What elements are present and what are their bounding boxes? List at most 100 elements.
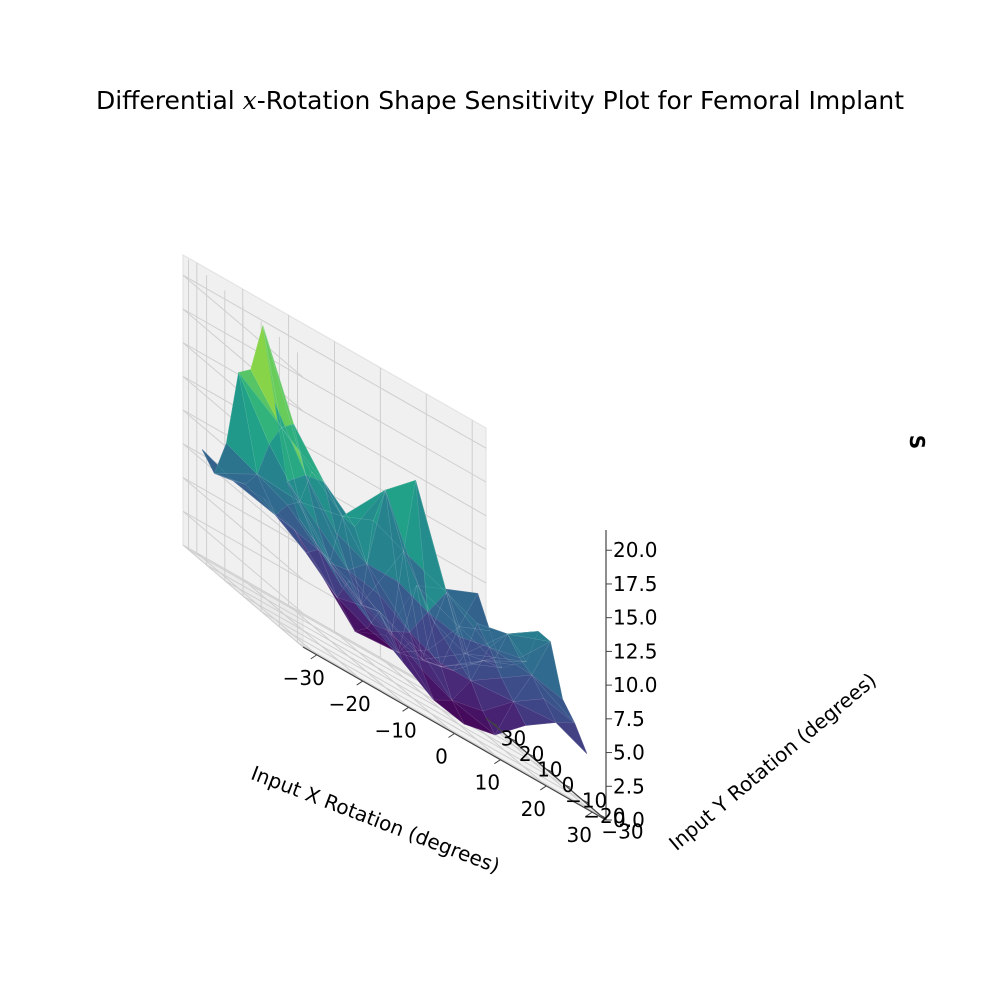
x-axis-label: Input X Rotation (degrees) [248, 761, 503, 878]
surface-edge [415, 480, 447, 613]
surface-edge [359, 600, 392, 632]
surface-edge [488, 633, 521, 659]
y-tick [563, 784, 571, 788]
z-tick-label: 7.5 [613, 707, 645, 731]
surface-edge [293, 528, 338, 598]
x-tick [540, 785, 547, 791]
y-tick [491, 722, 498, 727]
surface-edge [385, 480, 429, 613]
surface-edge [286, 474, 319, 526]
surface-edge [501, 674, 533, 703]
surface-edge [471, 660, 502, 669]
surface-edge [342, 516, 374, 605]
surface-edge [274, 403, 307, 482]
x-tick [494, 759, 501, 765]
x-tick-label: −30 [283, 666, 325, 690]
surface-edge [214, 442, 258, 475]
surface-edge [507, 631, 539, 663]
surface-edge [287, 501, 319, 550]
surface-edge [336, 597, 380, 629]
surface-edge [317, 549, 350, 598]
surface-edge [244, 473, 276, 516]
surface-edge [348, 580, 380, 612]
surface-edge [385, 490, 429, 613]
surface-edge [464, 623, 509, 655]
surface-edge [281, 427, 324, 483]
y-tick-label: 10 [537, 758, 562, 782]
surface-edge [262, 325, 294, 428]
x-tick [402, 706, 409, 712]
surface-edge [422, 659, 454, 671]
surface-edge [299, 501, 331, 561]
surface-edge [409, 632, 453, 701]
surface-edge [451, 699, 496, 735]
surface-edge [397, 580, 429, 633]
surface-edge [421, 622, 466, 660]
surface-edge [305, 474, 349, 571]
surface-edge [232, 480, 276, 516]
surface-edge [415, 585, 460, 627]
surface-edge [286, 481, 331, 564]
z-tick-label: 2.5 [613, 774, 645, 798]
surface-edge [439, 662, 472, 701]
surface-facet [329, 562, 373, 625]
surface-facet [390, 631, 435, 701]
title-math-x: x [242, 86, 257, 115]
y-tick-label: −20 [583, 804, 625, 828]
surface-edge [397, 649, 442, 668]
chart-title: Differential x-Rotation Shape Sensitivit… [0, 86, 1000, 115]
surface-edge [458, 592, 491, 632]
surface-edge [336, 597, 368, 632]
surface-edge [256, 443, 301, 503]
surface-edge [409, 611, 441, 664]
surface-edge [446, 592, 490, 648]
y-tick [509, 737, 516, 742]
surface-edge [214, 473, 258, 485]
surface-edge [464, 633, 509, 658]
x-tick [585, 811, 593, 817]
surface-edge [232, 480, 276, 516]
surface-edge [379, 611, 423, 660]
y-tick-label: 0 [562, 773, 575, 797]
x-tick [310, 654, 318, 660]
surface-edge [330, 516, 362, 605]
surface-edge [238, 369, 282, 428]
surface-edge [342, 489, 386, 527]
surface-edge [257, 473, 301, 506]
surface-edge [397, 642, 441, 667]
surface-edge [305, 474, 349, 571]
z-tick-label: 10.0 [613, 673, 658, 697]
surface-edge [329, 562, 361, 601]
surface-edge [360, 519, 404, 606]
surface-edge [298, 518, 331, 564]
surface-edge [371, 623, 404, 663]
surface-edge [470, 680, 515, 712]
surface-edge [299, 471, 344, 517]
surface-edge [336, 580, 380, 612]
y-tick-label: 20 [519, 742, 544, 766]
surface-edge [390, 631, 435, 701]
x-tick-label: 20 [521, 797, 546, 821]
y-tick [600, 814, 607, 819]
z-tick-label: 20.0 [613, 538, 658, 562]
surface-edge [507, 631, 552, 643]
x-tick [448, 733, 455, 738]
x-tick [356, 680, 363, 686]
surface-edge [469, 677, 515, 703]
surface-edge [275, 514, 307, 553]
x-tick-label: 10 [475, 771, 500, 795]
surface-edge [531, 674, 575, 724]
surface-edge [427, 591, 460, 638]
surface-facet [555, 722, 588, 754]
surface-edge [421, 669, 453, 701]
surface-edge [281, 423, 325, 483]
surface-edge [512, 698, 557, 724]
surface-edge [201, 449, 234, 481]
surface-edge [354, 627, 399, 653]
surface-edge [238, 372, 282, 445]
surface-edge [385, 480, 416, 552]
surface-edge [347, 563, 380, 596]
y-tick [582, 799, 589, 804]
